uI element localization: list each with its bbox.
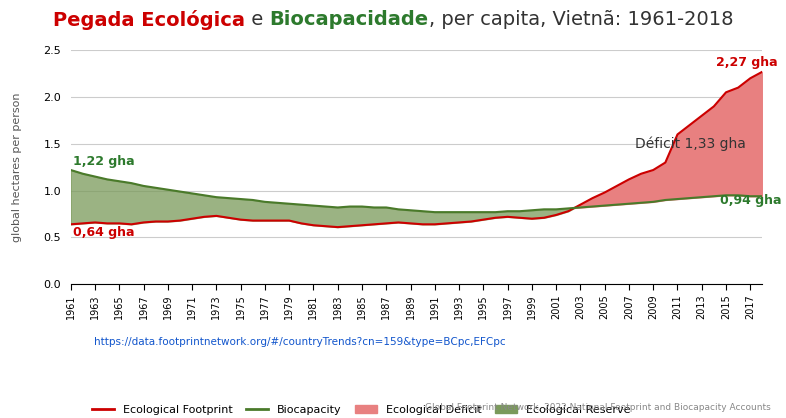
Text: https://data.footprintnetwork.org/#/countryTrends?cn=159&type=BCpc,EFCpc: https://data.footprintnetwork.org/#/coun… — [94, 337, 506, 347]
Text: Biocapacidade: Biocapacidade — [270, 10, 428, 29]
Text: Pegada Ecológica: Pegada Ecológica — [53, 10, 245, 31]
Text: 0,64 gha: 0,64 gha — [73, 226, 134, 239]
Text: 0,94 gha: 0,94 gha — [720, 194, 781, 207]
Text: Global Footprint Network, 2022 National Footprint and Biocapacity Accounts: Global Footprint Network, 2022 National … — [424, 403, 770, 412]
Text: , per capita, Vietnã: 1961-2018: , per capita, Vietnã: 1961-2018 — [428, 10, 733, 29]
Text: 2,27 gha: 2,27 gha — [716, 56, 778, 69]
Text: Déficit 1,33 gha: Déficit 1,33 gha — [635, 137, 746, 151]
Y-axis label: global hectares per person: global hectares per person — [13, 92, 22, 242]
Legend: Ecological Footprint, Biocapacity, Ecological Deficit, Ecological Reserve: Ecological Footprint, Biocapacity, Ecolo… — [87, 400, 635, 418]
Text: 1,22 gha: 1,22 gha — [73, 155, 134, 168]
Text: e: e — [245, 10, 270, 29]
